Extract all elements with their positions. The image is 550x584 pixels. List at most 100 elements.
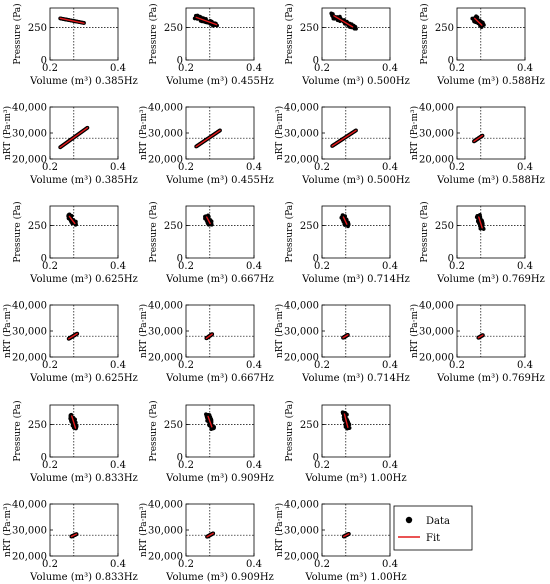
x-tick-label: 0.4: [246, 63, 262, 74]
x-axis-label: Volume (m³) 0.588Hz: [436, 76, 545, 87]
panel-n-1.00: 20,000 30,000 40,000 0.2 0.4 Volume (m³) 1.00…: [274, 500, 407, 584]
x-tick-label: 0.2: [178, 162, 194, 173]
panel-p-0.500: 0 250 0.2 0.4 Volume (m³) 0.500Hz Pressure (P…: [284, 3, 410, 87]
x-tick-label: 0.4: [246, 460, 262, 471]
y-tick-label: 20,000: [148, 155, 183, 166]
y-axis-label: Pressure (Pa): [284, 400, 295, 461]
panel-p-1.00: 0 250 0.2 0.4 Volume (m³) 1.00Hz Pressure (Pa…: [284, 400, 407, 484]
x-tick-label: 0.4: [110, 360, 126, 371]
panel-n-0.714: 20,000 30,000 40,000 0.2 0.4 Volume (m³) 0.71…: [274, 301, 410, 385]
y-axis-label: nRT (Pa·m³): [138, 304, 149, 358]
x-tick-label: 0.4: [110, 63, 126, 74]
plot-frame: [49, 304, 119, 358]
x-axis-label: Volume (m³) 0.667Hz: [165, 274, 274, 285]
y-tick-label: 0: [448, 254, 454, 265]
x-tick-label: 0.2: [314, 261, 330, 272]
x-tick-label: 0.4: [110, 559, 126, 570]
panel-p-0.588: 0 250 0.2 0.4 Volume (m³) 0.588Hz Pressure (P…: [419, 3, 545, 87]
x-axis-label: Volume (m³) 0.625Hz: [29, 274, 138, 285]
y-tick-label: 40,000: [284, 301, 319, 312]
x-axis-label: Volume (m³) 0.455Hz: [165, 76, 274, 87]
y-tick-label: 20,000: [148, 552, 183, 563]
plot-frame: [185, 205, 255, 259]
x-tick-label: 0.2: [42, 63, 58, 74]
fit-line: [473, 134, 484, 143]
fit-line: [342, 216, 348, 225]
x-axis-label: Volume (m³) 0.500Hz: [301, 175, 410, 186]
y-axis-label: nRT (Pa·m³): [274, 106, 285, 160]
fit-line: [331, 129, 357, 147]
y-axis-label: nRT (Pa·m³): [2, 106, 13, 160]
y-tick-label: 30,000: [148, 526, 183, 537]
plot-frame: [321, 106, 391, 160]
y-tick-label: 250: [28, 23, 47, 34]
x-tick-label: 0.2: [449, 261, 465, 272]
fit-line: [477, 334, 484, 339]
plot-area: [66, 212, 78, 227]
legend-fit-label: Fit: [426, 533, 440, 544]
data-point: [352, 24, 357, 29]
x-axis-label: Volume (m³) 0.833Hz: [29, 473, 138, 484]
data-point: [209, 427, 214, 431]
panel-n-0.588: 20,000 30,000 40,000 0.2 0.4 Volume (m³) 0.58…: [409, 103, 545, 187]
plot-area: [341, 333, 350, 340]
panels-group: 0 250 0.2 0.4 Volume (m³) 0.385Hz Pressure (P…: [2, 3, 545, 583]
legend-data-label: Data: [426, 516, 450, 527]
plot-frame: [456, 106, 526, 160]
fit-line: [333, 15, 354, 28]
y-axis-label: nRT (Pa·m³): [274, 503, 285, 557]
y-tick-label: 250: [164, 420, 183, 431]
fit-line: [207, 415, 213, 428]
plot-frame: [185, 404, 255, 458]
x-tick-label: 0.4: [382, 460, 398, 471]
legend: Data Fit: [393, 505, 473, 551]
panel-n-0.500: 20,000 30,000 40,000 0.2 0.4 Volume (m³) 0.50…: [274, 103, 410, 187]
plot-frame: [185, 304, 255, 358]
y-axis-label: Pressure (Pa): [12, 3, 23, 64]
y-axis-label: Pressure (Pa): [12, 201, 23, 262]
x-tick-label: 0.4: [382, 63, 398, 74]
y-tick-label: 30,000: [12, 129, 47, 140]
x-axis-label: Volume (m³) 0.909Hz: [165, 473, 274, 484]
x-axis-label: Volume (m³) 0.455Hz: [165, 175, 274, 186]
y-tick-label: 40,000: [148, 103, 183, 114]
fit-line: [195, 16, 218, 26]
panel-n-0.667: 20,000 30,000 40,000 0.2 0.4 Volume (m³) 0.66…: [138, 301, 274, 385]
plot-frame: [49, 205, 119, 259]
y-tick-label: 20,000: [148, 353, 183, 364]
fit-line: [195, 129, 221, 148]
y-tick-label: 0: [41, 56, 47, 67]
x-tick-label: 0.4: [382, 261, 398, 272]
fit-line: [473, 17, 483, 26]
panel-n-0.833: 20,000 30,000 40,000 0.2 0.4 Volume (m³) 0.83…: [2, 500, 138, 584]
panel-p-0.667: 0 250 0.2 0.4 Volume (m³) 0.667Hz Pressure (P…: [148, 201, 274, 285]
panel-p-0.769: 0 250 0.2 0.4 Volume (m³) 0.769Hz Pressure (P…: [419, 201, 545, 285]
x-axis-label: Volume (m³) 0.625Hz: [29, 373, 138, 384]
y-tick-label: 40,000: [284, 500, 319, 511]
data-point: [346, 224, 350, 229]
y-tick-label: 250: [435, 221, 454, 232]
y-axis-label: nRT (Pa·m³): [409, 304, 420, 358]
y-axis-label: Pressure (Pa): [12, 400, 23, 461]
plot-frame: [321, 304, 391, 358]
x-axis-label: Volume (m³) 0.385Hz: [29, 175, 138, 186]
x-tick-label: 0.4: [382, 162, 398, 173]
x-axis-label: Volume (m³) 1.00Hz: [304, 572, 406, 583]
plot-area: [329, 11, 358, 31]
plot-frame: [456, 205, 526, 259]
y-tick-label: 40,000: [148, 500, 183, 511]
plot-frame: [185, 503, 255, 557]
plot-area: [340, 410, 352, 431]
x-tick-label: 0.2: [449, 63, 465, 74]
x-tick-label: 0.4: [382, 360, 398, 371]
y-tick-label: 20,000: [284, 552, 319, 563]
x-axis-label: Volume (m³) 0.667Hz: [165, 373, 274, 384]
x-tick-label: 0.4: [246, 162, 262, 173]
panel-p-0.714: 0 250 0.2 0.4 Volume (m³) 0.714Hz Pressure (P…: [284, 201, 410, 285]
plot-area: [66, 331, 80, 341]
y-tick-label: 30,000: [284, 129, 319, 140]
y-tick-label: 20,000: [419, 155, 454, 166]
y-tick-label: 40,000: [12, 103, 47, 114]
y-tick-label: 0: [177, 56, 183, 67]
plot-area: [58, 125, 90, 150]
